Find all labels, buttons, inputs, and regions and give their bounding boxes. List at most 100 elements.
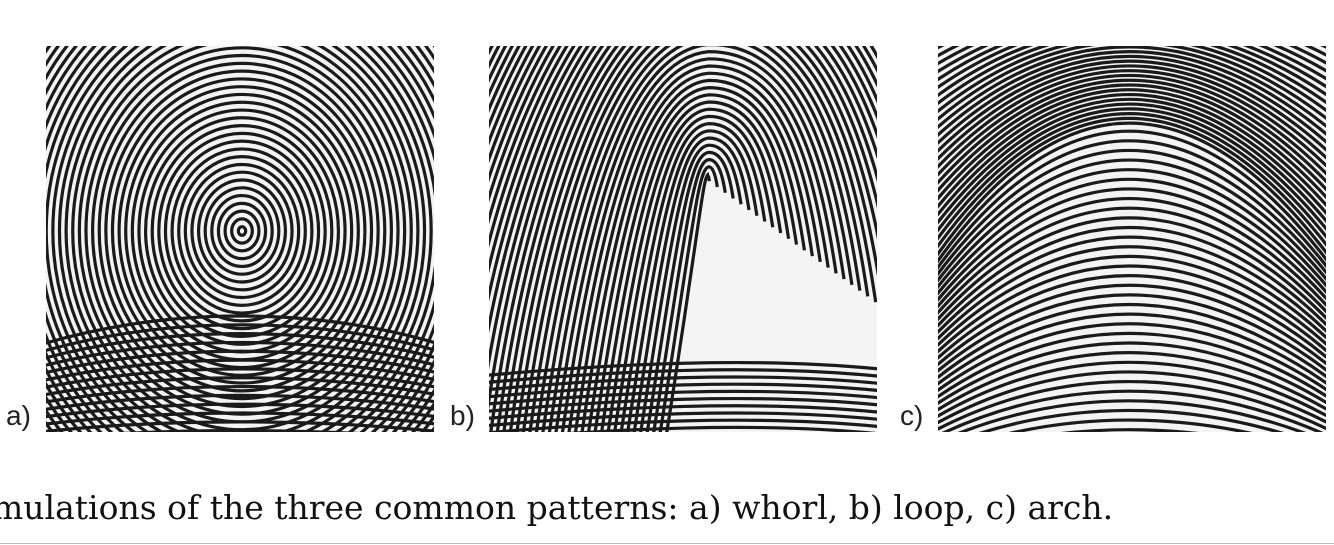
arch-ridge [938, 139, 1326, 271]
arch-ridge [938, 46, 1326, 74]
loop-ridge [645, 150, 735, 432]
arch-ridge [938, 235, 1326, 335]
whorl-ridge [46, 332, 434, 360]
arch-ridge [938, 149, 1326, 277]
whorl-ridge [77, 46, 407, 424]
loop-ridge [554, 49, 846, 432]
whorl-ridge [46, 376, 434, 397]
whorl-ridge [130, 100, 354, 362]
loop-ridge [534, 46, 870, 432]
arch-ridge [938, 341, 1326, 406]
whorl-ridge [203, 186, 281, 276]
fingerprint-image-loop [489, 46, 877, 432]
loop-ridge [560, 57, 838, 432]
loop-ridge [515, 46, 877, 432]
whorl-ridge [170, 147, 314, 315]
arch-ridge [938, 129, 1326, 264]
bottom-rule [0, 543, 1334, 544]
whorl-ridge [46, 314, 434, 345]
loop-ridge [619, 121, 767, 432]
arch-ridge [938, 360, 1326, 418]
arch-ridge [938, 303, 1326, 380]
panel-label-a: a) [6, 400, 31, 431]
whorl-ridge [104, 69, 380, 393]
whorl-ridge [121, 429, 361, 432]
loop-ridge [508, 46, 877, 432]
whorl-ridge [46, 46, 434, 432]
loop-ridge [541, 46, 862, 432]
loop-ridge [489, 46, 877, 411]
loop-ridge [489, 46, 877, 370]
arch-ridge [938, 102, 1326, 225]
arch-ridge [938, 158, 1326, 283]
loop-ridge [586, 85, 807, 432]
arch-ridge [1008, 418, 1253, 432]
loop-ridge [489, 46, 877, 248]
loop-ridge [489, 46, 877, 432]
whorl-ridge [46, 323, 434, 353]
arch-ridge [941, 389, 1324, 432]
arch-ridge [978, 408, 1284, 432]
arch-ridge [938, 206, 1326, 316]
loop-ridge [489, 368, 877, 384]
arch-ridge [938, 121, 1326, 257]
arch-ridge [938, 50, 1326, 138]
arch-ridge [938, 69, 1326, 170]
arch-ridge [938, 351, 1326, 412]
whorl-ridge [46, 340, 434, 367]
loop-ridge [573, 71, 822, 432]
loop-ridge [489, 360, 877, 377]
arch-ridge [938, 64, 1326, 162]
arch-ridge [938, 245, 1326, 341]
arch-ridge [938, 293, 1326, 373]
arch-ridge [938, 83, 1326, 193]
loop-ridge [489, 46, 877, 303]
loop-ridge [489, 411, 877, 428]
whorl-ridge [236, 225, 248, 237]
loop-ridge [489, 46, 877, 274]
whorl-ridge [46, 367, 434, 389]
fingerprint-image-arch [938, 46, 1326, 432]
arch-ridge [938, 88, 1326, 201]
arch-ridge [938, 216, 1326, 322]
loop-ridge [528, 46, 877, 432]
arch-ridge [938, 196, 1326, 309]
whorl-ridge [190, 170, 294, 292]
arch-ridge [938, 331, 1326, 399]
whorl-ridge [46, 411, 434, 426]
arch-ridge [938, 117, 1326, 249]
loop-ridge [639, 143, 743, 432]
loop-ridge [502, 46, 877, 432]
arch-ridge [938, 46, 1326, 122]
whorl-ridge [46, 384, 434, 404]
arch-ridge [938, 97, 1326, 217]
arch-ridge [938, 73, 1326, 178]
whorl-ridge [46, 358, 434, 382]
figure-caption: mulations of the three common patterns: … [0, 488, 1114, 527]
whorl-ridge [157, 131, 327, 331]
whorl-ridge [71, 46, 413, 432]
loop-ridge [489, 46, 877, 334]
loop-ridge [600, 100, 791, 432]
whorl-ridge [177, 155, 307, 307]
arch-ridge [938, 264, 1326, 354]
loop-ridge [652, 157, 727, 432]
whorl-ridge [97, 61, 387, 401]
whorl-ridge [196, 178, 288, 284]
arch-ridge [938, 54, 1326, 146]
whorl-ridge [51, 46, 433, 432]
loop-ridge [632, 136, 751, 432]
loop-ridge [658, 165, 719, 432]
whorl-ridge [216, 201, 268, 261]
loop-ridge [489, 389, 877, 406]
arch-ridge [957, 399, 1307, 432]
arch-ridge [1060, 428, 1199, 432]
arch-ridge [938, 187, 1326, 303]
whorl-ridge [124, 92, 360, 370]
loop-ridge [580, 78, 814, 432]
arch-ridge [938, 168, 1326, 290]
panel-label-b: b) [450, 400, 475, 431]
loop-ridge [567, 64, 830, 432]
loop-ridge [495, 46, 877, 432]
arch-ridge [938, 46, 1326, 114]
